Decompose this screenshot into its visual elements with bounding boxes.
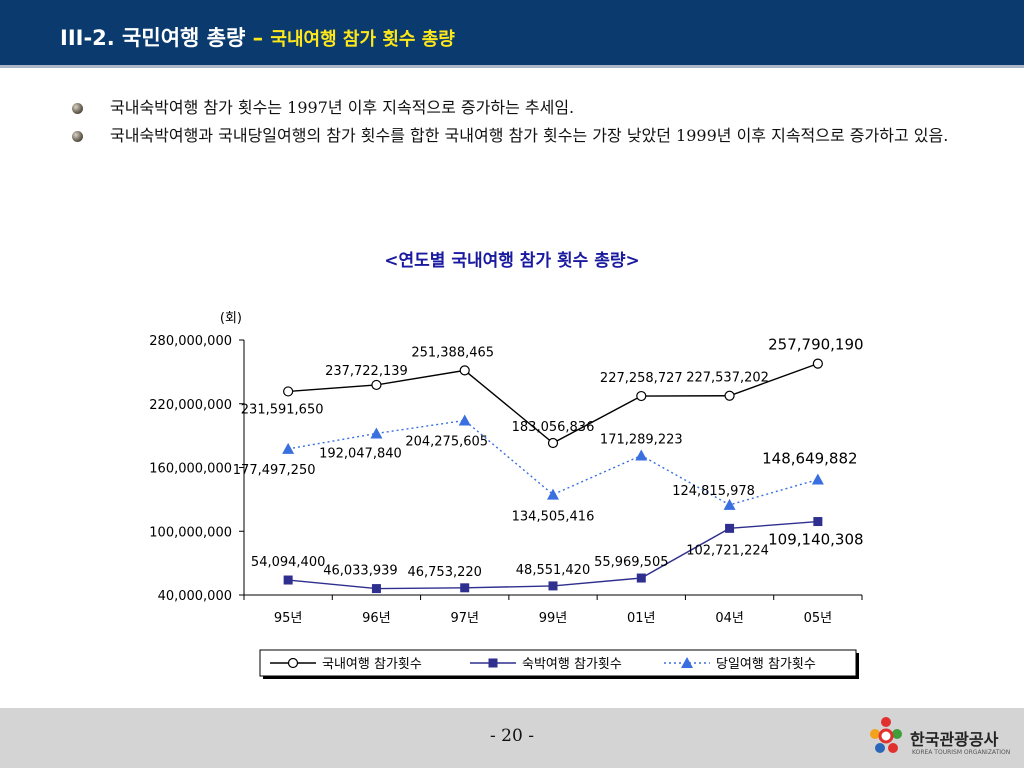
y-tick-label: 160,000,000: [149, 462, 232, 477]
slide-title-main: III-2. 국민여행 총량: [60, 26, 246, 50]
data-label: 54,094,400: [251, 555, 325, 570]
bullet-list: 국내숙박여행 참가 횟수는 1997년 이후 지속적으로 증가하는 추세임. 국…: [72, 96, 952, 152]
legend-label: 국내여행 참가횟수: [322, 656, 422, 672]
data-label: 46,033,939: [323, 564, 397, 579]
data-label: 251,388,465: [411, 345, 494, 360]
data-point: [812, 358, 823, 369]
data-point: [724, 390, 735, 401]
data-label: 204,275,605: [405, 434, 488, 449]
x-tick-label: 96년: [362, 611, 391, 626]
line-chart: (회) 40,000,000 100,000,000 160,000,000 220,0…: [149, 311, 864, 679]
slide-title: III-2. 국민여행 총량 – 국내여행 참가 횟수 총량: [60, 22, 455, 52]
data-point: [460, 583, 470, 593]
data-label: 192,047,840: [319, 446, 402, 461]
data-point: [283, 575, 293, 585]
legend-label: 당일여행 참가횟수: [716, 656, 816, 672]
legend-box: [259, 649, 857, 677]
bullet-icon: [72, 131, 83, 142]
data-label: 46,753,220: [407, 565, 481, 580]
bullet-icon: [72, 103, 83, 114]
bullet-item: 국내숙박여행 참가 횟수는 1997년 이후 지속적으로 증가하는 추세임.: [72, 96, 952, 120]
data-label: 134,505,416: [512, 510, 595, 525]
slide-title-dash: –: [252, 26, 264, 50]
data-point: [636, 390, 647, 402]
data-point: [811, 473, 824, 485]
data-point: [459, 365, 470, 376]
logo-icon: [870, 717, 902, 753]
slide-title-sub: 국내여행 참가 횟수 총량: [270, 29, 455, 50]
x-tick-label: 97년: [450, 611, 479, 626]
data-label: 48,551,420: [516, 563, 590, 578]
page-number: - 20 -: [490, 726, 534, 746]
y-tick-label: 280,000,000: [149, 334, 232, 349]
logo-text: 한국관광공사: [910, 730, 999, 749]
legend-label: 숙박여행 참가횟수: [522, 656, 622, 672]
x-tick-label: 04년: [715, 611, 744, 626]
logo-text-en: KOREA TOURISM ORGANIZATION: [912, 749, 1011, 756]
data-label: 257,790,190: [768, 336, 863, 354]
y-tick-label: 100,000,000: [149, 525, 232, 540]
x-tick-label: 95년: [274, 611, 303, 626]
y-tick-label: 220,000,000: [149, 398, 232, 413]
footer-bar: [0, 708, 1024, 768]
chart-title: <연도별 국내여행 참가 횟수 총량>: [384, 251, 640, 271]
legend-marker: [681, 657, 693, 668]
data-label: 109,140,308: [768, 531, 863, 549]
data-point: [635, 449, 648, 461]
legend-marker: [488, 658, 498, 668]
data-point: [371, 584, 381, 594]
data-point: [282, 442, 295, 454]
bullet-text: 국내숙박여행 참가 횟수는 1997년 이후 지속적으로 증가하는 추세임.: [110, 98, 575, 117]
logo: 한국관광공사 KOREA TOURISM ORGANIZATION: [866, 712, 1016, 762]
data-point: [636, 573, 646, 583]
data-label: 55,969,505: [594, 555, 668, 570]
data-label: 124,815,978: [672, 484, 755, 499]
bullet-text: 국내숙박여행과 국내당일여행의 참가 횟수를 합한 국내여행 참가 횟수는 가장…: [110, 126, 949, 145]
data-point: [283, 386, 294, 397]
bullet-item: 국내숙박여행과 국내당일여행의 참가 횟수를 합한 국내여행 참가 횟수는 가장…: [72, 124, 952, 148]
legend-marker: [287, 657, 299, 669]
data-point: [371, 379, 382, 391]
data-point: [548, 581, 558, 591]
x-tick-label: 99년: [539, 611, 568, 626]
x-tick-label: 05년: [804, 611, 833, 626]
data-point: [547, 488, 559, 500]
data-point: [723, 498, 736, 510]
y-axis-unit-label: (회): [220, 311, 242, 326]
data-label: 183,056,836: [512, 420, 595, 435]
data-label: 227,537,202: [686, 371, 769, 386]
x-tick-label: 01년: [627, 611, 656, 626]
data-label: 227,258,727: [600, 371, 683, 386]
data-point: [813, 517, 823, 527]
data-label: 231,591,650: [241, 402, 324, 417]
title-bar: III-2. 국민여행 총량 – 국내여행 참가 횟수 총량: [0, 0, 1024, 68]
data-point: [370, 427, 383, 439]
data-label: 237,722,139: [325, 364, 408, 379]
data-label: 177,497,250: [233, 463, 316, 478]
data-label: 148,649,882: [762, 450, 857, 468]
data-point: [725, 523, 735, 533]
data-point: [547, 437, 559, 449]
data-point: [458, 414, 471, 426]
y-tick-label: 40,000,000: [158, 589, 232, 604]
data-label: 171,289,223: [600, 433, 683, 448]
data-label: 102,721,224: [686, 543, 769, 558]
